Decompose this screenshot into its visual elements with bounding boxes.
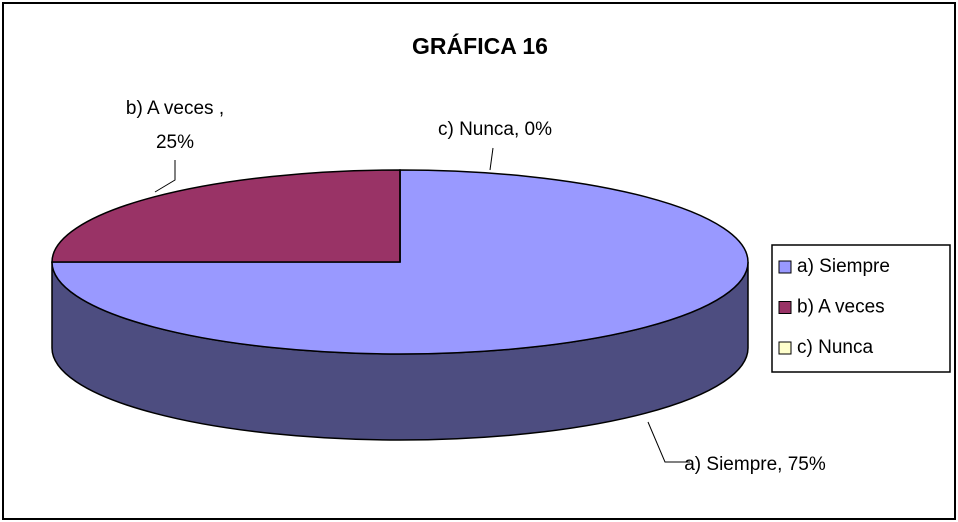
pie-slice <box>51 169 749 355</box>
leader-line <box>489 147 494 171</box>
legend-box <box>771 244 951 373</box>
leader-line <box>647 421 690 463</box>
pie-slice <box>51 169 401 263</box>
legend-label: b) A veces <box>797 297 885 318</box>
leader-line <box>154 160 176 193</box>
legend-swatch <box>778 301 792 314</box>
legend-label: a) Siempre <box>797 256 890 277</box>
data-label: a) Siempre, 75% <box>684 454 826 475</box>
legend-swatch <box>778 260 792 274</box>
data-label: b) A veces , 25% <box>125 98 225 153</box>
data-label: c) Nunca, 0% <box>437 119 553 140</box>
legend-swatch <box>778 341 792 355</box>
legend-label: c) Nunca <box>797 337 873 358</box>
chart-title: GRÁFICA 16 <box>412 32 548 59</box>
